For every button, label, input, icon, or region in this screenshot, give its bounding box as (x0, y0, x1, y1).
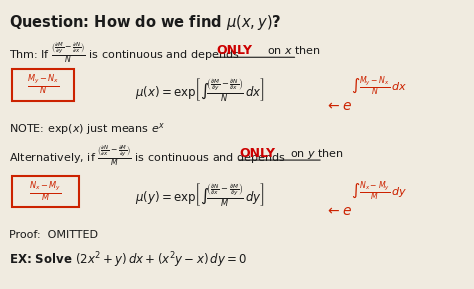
Text: ONLY: ONLY (239, 147, 275, 160)
Text: EX: Solve $(2x^2 + y)\,dx + (x^2y - x)\,dy = 0$: EX: Solve $(2x^2 + y)\,dx + (x^2y - x)\,… (9, 251, 247, 271)
Text: on $x$ then: on $x$ then (267, 44, 321, 56)
Text: Question: How do we find $\mu(x, y)$?: Question: How do we find $\mu(x, y)$? (9, 13, 282, 32)
Bar (12, 176, 79, 207)
Text: on $y$ then: on $y$ then (291, 147, 344, 161)
Text: $\int \frac{N_x - M_y}{M}\,dy$: $\int \frac{N_x - M_y}{M}\,dy$ (351, 179, 407, 203)
Text: $\frac{N_x - M_y}{M}$: $\frac{N_x - M_y}{M}$ (29, 179, 62, 203)
Text: $\leftarrow e$: $\leftarrow e$ (325, 204, 352, 218)
Bar (12, 69, 74, 101)
Text: $\mu(x) = \exp\!\left[\int\!\frac{\left(\frac{\partial M}{\partial y}-\frac{\par: $\mu(x) = \exp\!\left[\int\!\frac{\left(… (135, 76, 264, 103)
Text: Proof:  OMITTED: Proof: OMITTED (9, 230, 99, 240)
Text: NOTE: exp$(x)$ just means $e^x$: NOTE: exp$(x)$ just means $e^x$ (9, 121, 165, 137)
Text: Thm: If $\frac{\left(\frac{\partial M}{\partial y}-\frac{\partial N}{\partial x}: Thm: If $\frac{\left(\frac{\partial M}{\… (9, 40, 240, 64)
Text: ONLY: ONLY (216, 44, 252, 57)
Text: $\int \frac{M_y - N_x}{N}\,dx$: $\int \frac{M_y - N_x}{N}\,dx$ (351, 75, 407, 98)
Text: $\frac{M_y - N_x}{N}$: $\frac{M_y - N_x}{N}$ (27, 73, 60, 97)
Text: Alternatively, if $\frac{\left(\frac{\partial N}{\partial x}-\frac{\partial M}{\: Alternatively, if $\frac{\left(\frac{\pa… (9, 144, 286, 168)
Text: $\mu(y) = \exp\!\left[\int\!\frac{\left(\frac{\partial N}{\partial x}-\frac{\par: $\mu(y) = \exp\!\left[\int\!\frac{\left(… (135, 181, 264, 208)
Text: $\leftarrow e$: $\leftarrow e$ (325, 99, 352, 113)
